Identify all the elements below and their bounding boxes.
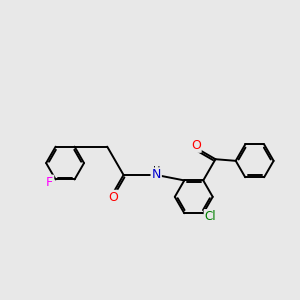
Text: F: F xyxy=(46,176,53,189)
Text: H: H xyxy=(152,166,160,176)
Text: O: O xyxy=(108,191,118,204)
Text: O: O xyxy=(191,139,201,152)
Text: Cl: Cl xyxy=(205,210,216,223)
Text: N: N xyxy=(152,168,161,182)
